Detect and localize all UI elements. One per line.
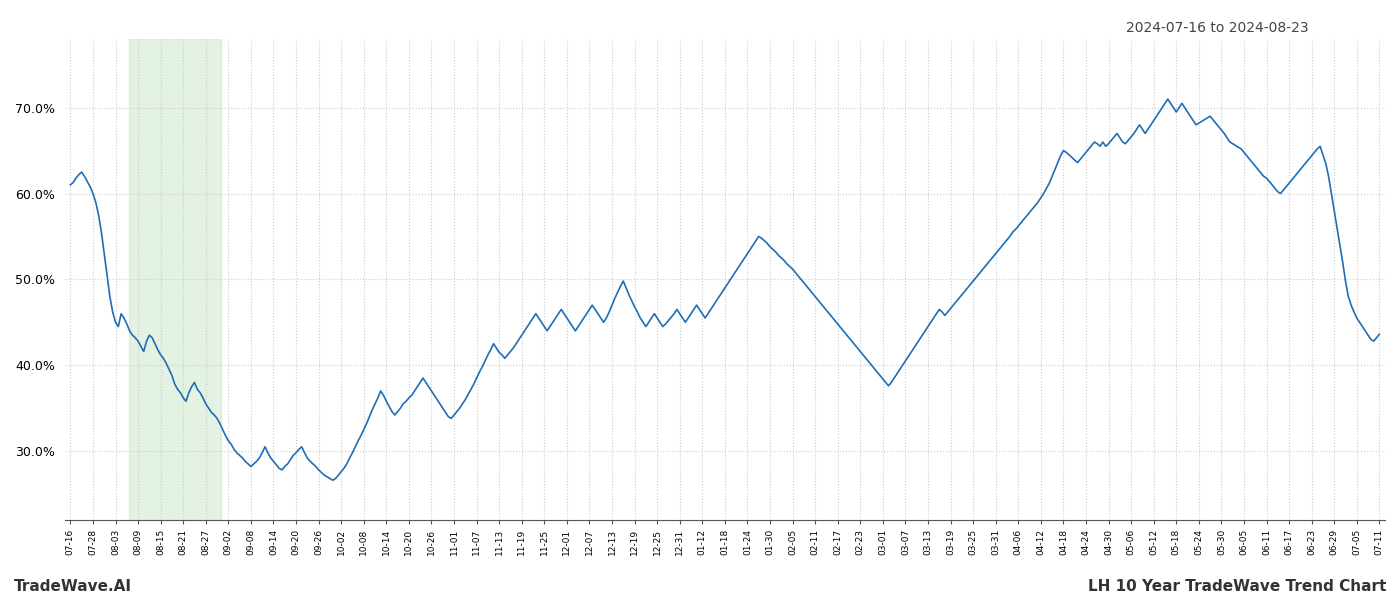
Text: TradeWave.AI: TradeWave.AI	[14, 579, 132, 594]
Bar	[129, 39, 221, 520]
Text: 2024-07-16 to 2024-08-23: 2024-07-16 to 2024-08-23	[1127, 21, 1309, 35]
Text: LH 10 Year TradeWave Trend Chart: LH 10 Year TradeWave Trend Chart	[1088, 579, 1386, 594]
